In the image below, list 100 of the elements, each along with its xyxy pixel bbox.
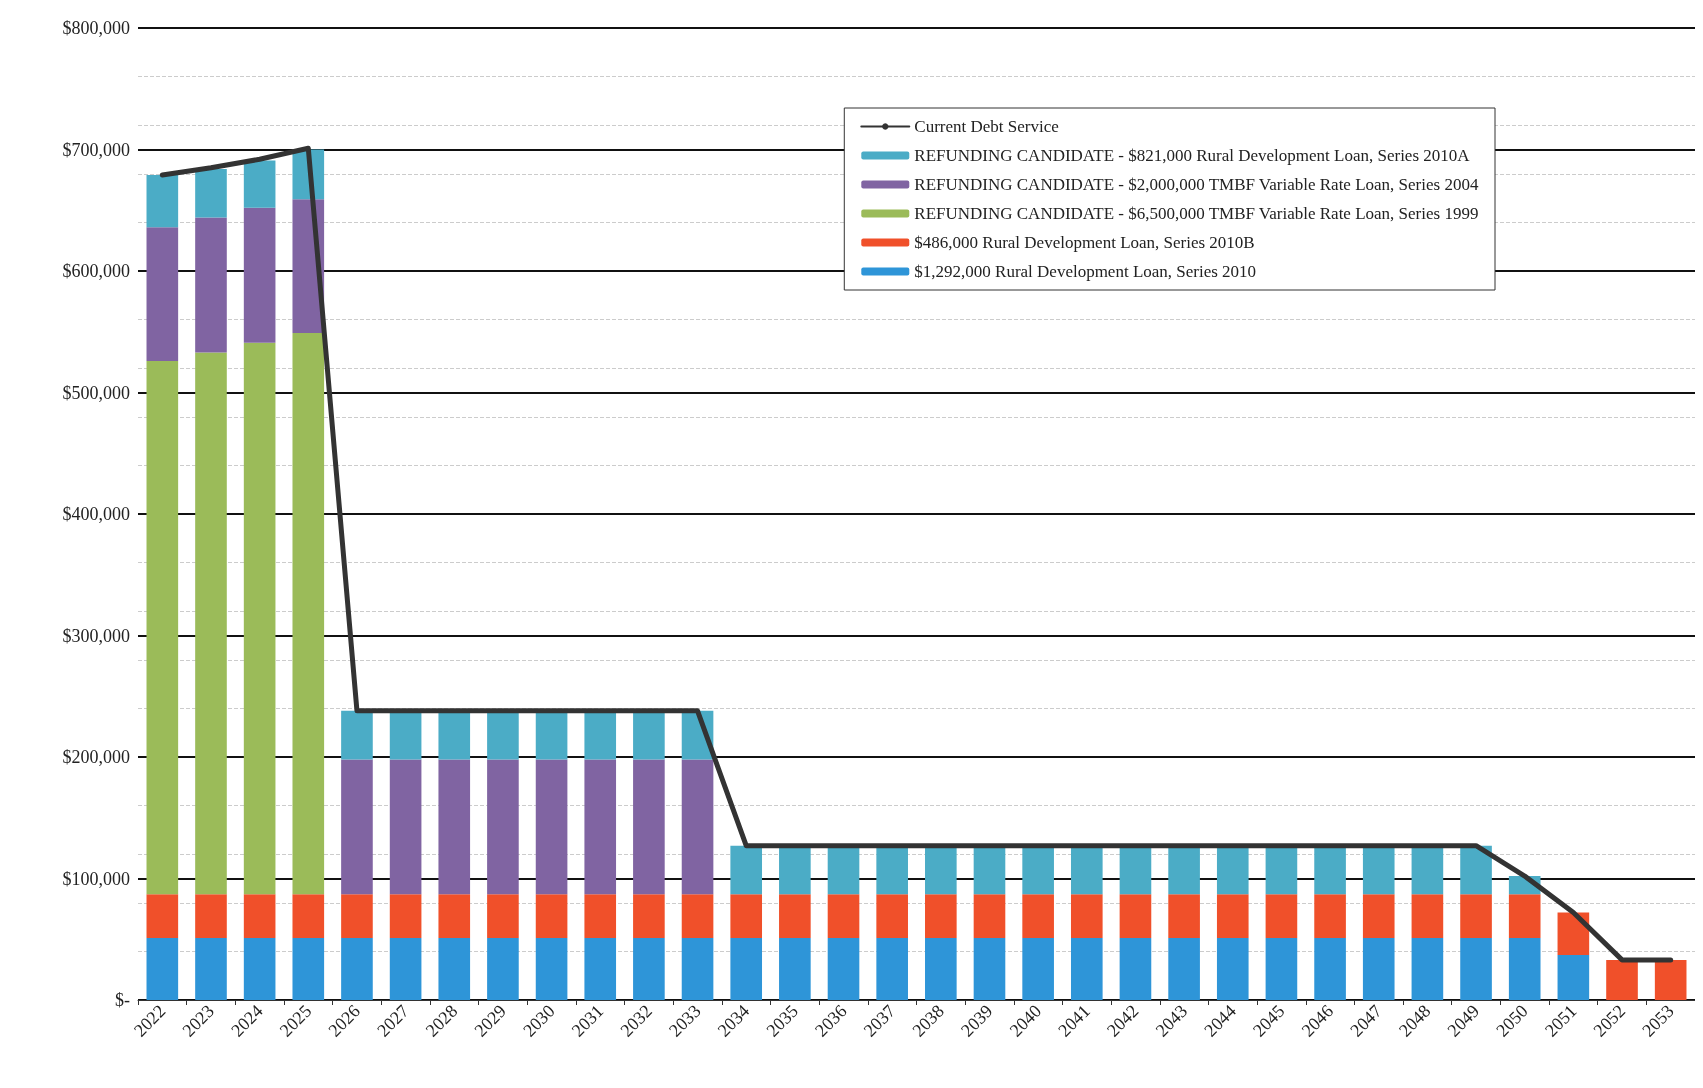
bar: [146, 227, 179, 361]
bar: [1216, 938, 1249, 1000]
bar: [1022, 894, 1054, 939]
bar: [876, 894, 908, 939]
bar: [1314, 894, 1346, 939]
bar: [341, 894, 373, 939]
bar: [681, 759, 714, 895]
bar: [681, 894, 714, 939]
bar: [973, 938, 1006, 1000]
bar: [876, 938, 908, 1000]
legend-label: REFUNDING CANDIDATE - $2,000,000 TMBF Variable Rate Loan, Series 2004: [914, 175, 1479, 194]
y-tick-label: $-: [115, 990, 130, 1010]
bar: [730, 845, 763, 895]
bar: [1606, 959, 1638, 1000]
bar: [1265, 938, 1298, 1000]
bar: [1119, 894, 1152, 939]
legend-label: REFUNDING CANDIDATE - $6,500,000 TMBF Variable Rate Loan, Series 1999: [914, 204, 1479, 223]
bar: [584, 710, 617, 760]
bar: [1314, 938, 1346, 1000]
bar: [243, 938, 276, 1000]
bar: [535, 938, 568, 1000]
bar: [341, 710, 373, 760]
bar: [1557, 955, 1590, 1000]
bar: [1508, 894, 1541, 939]
bar: [146, 938, 179, 1000]
bar: [1070, 845, 1103, 895]
bar: [146, 175, 179, 228]
bar: [1460, 845, 1492, 895]
bar: [243, 207, 276, 343]
bar: [195, 938, 227, 1000]
bar: [487, 710, 519, 760]
bar: [925, 938, 957, 1000]
bar: [1070, 894, 1103, 939]
y-tick-label: $200,000: [62, 747, 130, 767]
bar: [633, 710, 665, 760]
y-tick-label: $800,000: [62, 18, 130, 38]
bar: [146, 894, 179, 939]
bar: [1216, 894, 1249, 939]
bar: [1070, 938, 1103, 1000]
bar: [243, 160, 276, 208]
bar: [827, 938, 860, 1000]
bar: [292, 894, 325, 939]
bar: [1460, 938, 1492, 1000]
bar: [1362, 938, 1395, 1000]
bar: [1216, 845, 1249, 895]
legend-label: REFUNDING CANDIDATE - $821,000 Rural Development Loan, Series 2010A: [914, 146, 1471, 165]
legend-label: Current Debt Service: [914, 117, 1059, 136]
bar: [1168, 938, 1200, 1000]
bar: [1022, 845, 1054, 895]
bar: [389, 710, 422, 760]
bar: [730, 894, 763, 939]
y-tick-label: $500,000: [62, 382, 130, 403]
bar: [438, 759, 471, 895]
bar: [1411, 894, 1444, 939]
bar: [779, 894, 811, 939]
bar: [195, 217, 227, 353]
bar: [584, 759, 617, 895]
bar: [292, 332, 325, 895]
bar: [195, 894, 227, 939]
bar: [730, 938, 763, 1000]
bar: [1460, 894, 1492, 939]
bar: [487, 938, 519, 1000]
y-tick-label: $300,000: [62, 625, 130, 646]
bar: [535, 894, 568, 939]
bar: [341, 759, 373, 895]
bar: [389, 938, 422, 1000]
legend-label: $1,292,000 Rural Development Loan, Series 2010: [914, 262, 1257, 281]
bar: [584, 894, 617, 939]
bar: [827, 845, 860, 895]
bar: [633, 759, 665, 895]
bar: [633, 894, 665, 939]
y-tick-label: $600,000: [62, 261, 130, 281]
bar: [1508, 938, 1541, 1000]
bar: [292, 938, 325, 1000]
bar: [1654, 959, 1687, 1000]
y-tick-label: $400,000: [62, 504, 130, 524]
bar: [146, 360, 179, 895]
bar: [487, 759, 519, 895]
bar: [925, 845, 957, 895]
bar: [876, 845, 908, 895]
bar: [1411, 845, 1444, 895]
bar: [195, 168, 227, 218]
bar: [633, 938, 665, 1000]
bar: [1362, 894, 1395, 939]
bar: [584, 938, 617, 1000]
y-tick-label: $700,000: [62, 139, 130, 160]
bar: [535, 710, 568, 760]
bar: [973, 845, 1006, 895]
y-tick-label: $100,000: [62, 868, 130, 889]
bar: [535, 759, 568, 895]
bar: [925, 894, 957, 939]
bar: [1119, 845, 1152, 895]
bar: [341, 938, 373, 1000]
bar: [389, 759, 422, 895]
bar: [1168, 894, 1200, 939]
bar: [1314, 845, 1346, 895]
bar: [243, 894, 276, 939]
bar: [438, 894, 471, 939]
legend-label: $486,000 Rural Development Loan, Series 2010B: [914, 233, 1255, 252]
bar: [1411, 938, 1444, 1000]
